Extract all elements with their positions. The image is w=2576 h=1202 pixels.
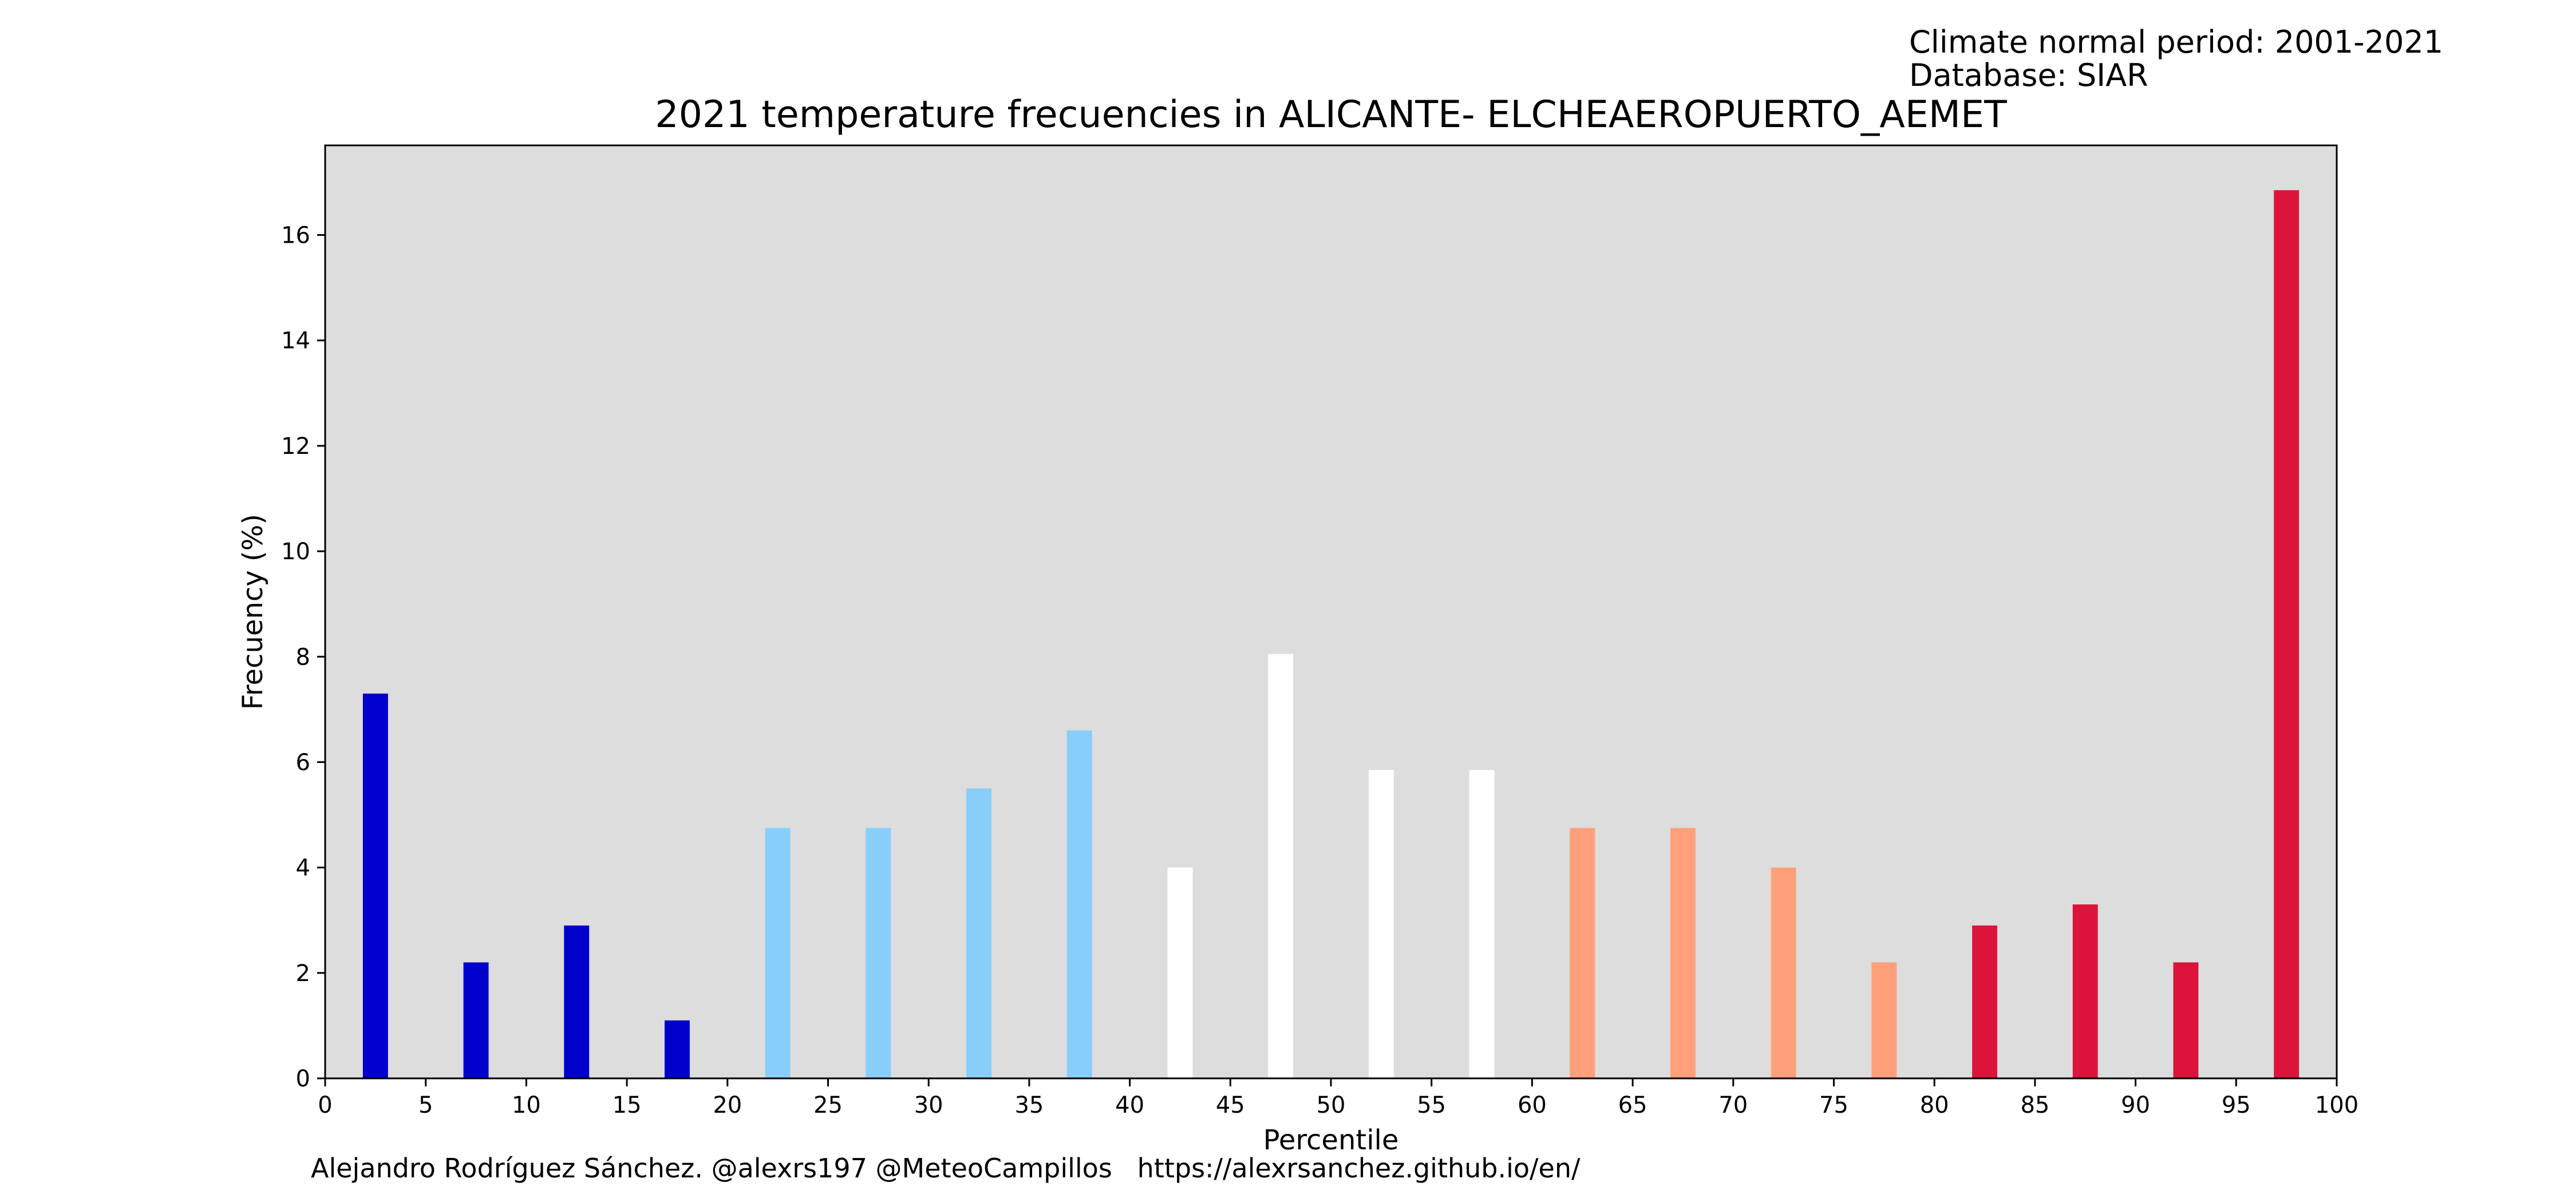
- x-tick-label: 100: [2315, 1092, 2358, 1118]
- x-tick-label: 70: [1718, 1092, 1748, 1118]
- y-tick-label: 16: [281, 223, 310, 249]
- bar-77.5: [1871, 962, 1897, 1078]
- bar-72.5: [1771, 867, 1796, 1078]
- bar-7.5: [463, 962, 489, 1078]
- x-tick-label: 90: [2121, 1092, 2150, 1118]
- x-axis-label: Percentile: [1263, 1124, 1399, 1156]
- bar-67.5: [1670, 828, 1696, 1078]
- bar-47.5: [1268, 654, 1294, 1078]
- x-tick-label: 35: [1014, 1092, 1044, 1118]
- y-tick-label: 8: [296, 644, 310, 670]
- y-tick-label: 0: [296, 1066, 310, 1092]
- x-tick-label: 55: [1417, 1092, 1446, 1118]
- x-tick-label: 85: [2020, 1092, 2049, 1118]
- x-tick-label: 25: [813, 1092, 843, 1118]
- y-tick-label: 2: [296, 960, 310, 987]
- bar-2.5: [362, 693, 388, 1078]
- y-axis-label: Frecuency (%): [237, 514, 269, 710]
- bar-series: [362, 190, 2300, 1078]
- plot-area: [325, 145, 2337, 1078]
- bar-62.5: [1570, 828, 1595, 1078]
- x-tick-label: 40: [1115, 1092, 1144, 1118]
- bar-17.5: [664, 1020, 690, 1078]
- x-tick-label: 80: [1920, 1092, 1949, 1118]
- bar-22.5: [765, 828, 791, 1078]
- x-tick-label: 60: [1518, 1092, 1547, 1118]
- y-axis: 0 2 4 6 8 10 12 14 16: [281, 223, 325, 1092]
- bar-87.5: [2072, 904, 2098, 1078]
- database-note: Database: SIAR: [1909, 57, 2148, 93]
- bar-32.5: [966, 788, 992, 1078]
- bar-37.5: [1066, 730, 1092, 1078]
- chart-title: 2021 temperature frecuencies in ALICANTE…: [655, 93, 2007, 136]
- bar-97.5: [2274, 190, 2300, 1078]
- x-axis: 0 5 10 15 20 25 30 35 40 45 50 55 60 65 70 75 80 85 90 95 10…: [318, 1078, 2358, 1118]
- bar-82.5: [1972, 925, 1998, 1078]
- x-tick-label: 5: [418, 1092, 433, 1118]
- x-tick-label: 10: [512, 1092, 541, 1118]
- bar-12.5: [564, 925, 590, 1078]
- x-tick-label: 20: [713, 1092, 742, 1118]
- y-tick-label: 10: [281, 539, 310, 565]
- x-tick-label: 95: [2222, 1092, 2251, 1118]
- credits-footer: Alejandro Rodríguez Sánchez. @alexrs197 …: [311, 1153, 1581, 1184]
- x-tick-label: 30: [914, 1092, 943, 1118]
- x-tick-label: 65: [1618, 1092, 1647, 1118]
- x-tick-label: 15: [613, 1092, 642, 1118]
- x-tick-label: 45: [1216, 1092, 1245, 1118]
- bar-57.5: [1469, 770, 1495, 1078]
- x-tick-label: 50: [1317, 1092, 1346, 1118]
- y-tick-label: 14: [281, 328, 310, 354]
- x-tick-label: 75: [1819, 1092, 1848, 1118]
- bar-42.5: [1167, 867, 1193, 1078]
- bar-52.5: [1368, 770, 1394, 1078]
- y-tick-label: 4: [296, 855, 310, 881]
- normal-period-note: Climate normal period: 2001-2021: [1909, 24, 2443, 60]
- x-tick-label: 0: [318, 1092, 332, 1118]
- y-tick-label: 6: [296, 749, 310, 776]
- bar-27.5: [866, 828, 891, 1078]
- y-tick-label: 12: [281, 433, 310, 460]
- bar-92.5: [2173, 962, 2199, 1078]
